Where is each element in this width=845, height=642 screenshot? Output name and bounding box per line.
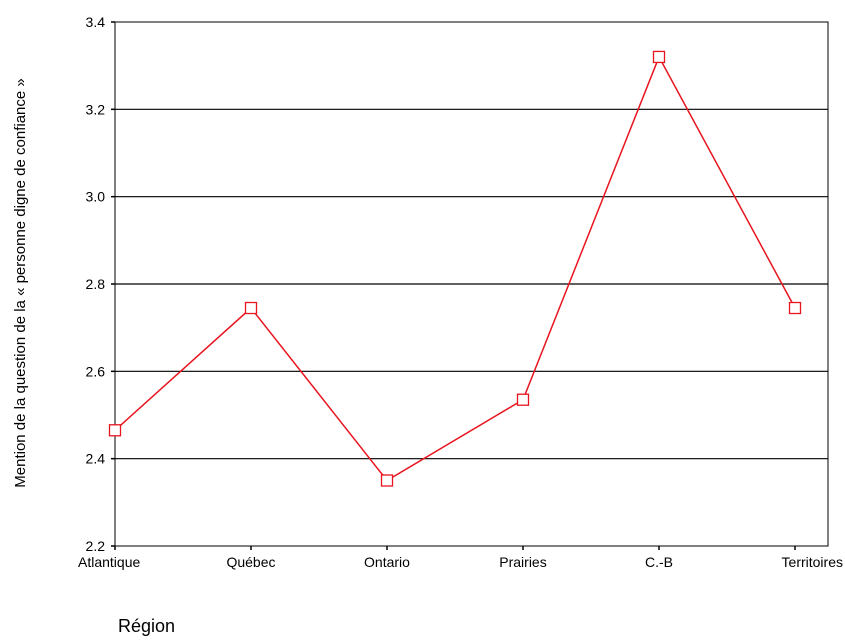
grid-lines [115,108,828,460]
data-point-marker [788,301,802,315]
x-tick-label: Prairies [499,554,546,570]
y-axis-ticks: 2.2 2.4 2.6 2.8 3.0 3.2 3.4 [86,14,115,554]
x-axis-title: Région [118,616,175,636]
x-tick-label: Ontario [364,554,410,570]
y-tick-label: 2.2 [86,538,106,554]
x-tick-label: Territoires [782,554,843,570]
x-axis-ticks: Atlantique Québec Ontario Prairies C.-B Terri… [78,546,843,570]
y-axis-title: Mention de la question de la « personne … [12,78,29,487]
data-point-marker [652,50,666,64]
data-point-marker [516,393,530,406]
data-point-marker [108,424,122,437]
y-tick-label: 3.0 [86,189,106,205]
x-tick-label: Québec [226,554,275,570]
y-tick-label: 3.4 [86,14,106,30]
y-tick-label: 2.4 [86,451,106,467]
x-tick-label: C.-B [645,554,673,570]
series-line [114,55,796,482]
series-layer [108,50,802,487]
y-tick-label: 2.8 [86,276,106,292]
data-point-marker [244,301,258,315]
y-tick-label: 3.2 [86,101,106,117]
x-tick-label: Atlantique [78,554,140,570]
data-point-marker [380,474,394,487]
y-tick-label: 2.6 [86,363,106,379]
